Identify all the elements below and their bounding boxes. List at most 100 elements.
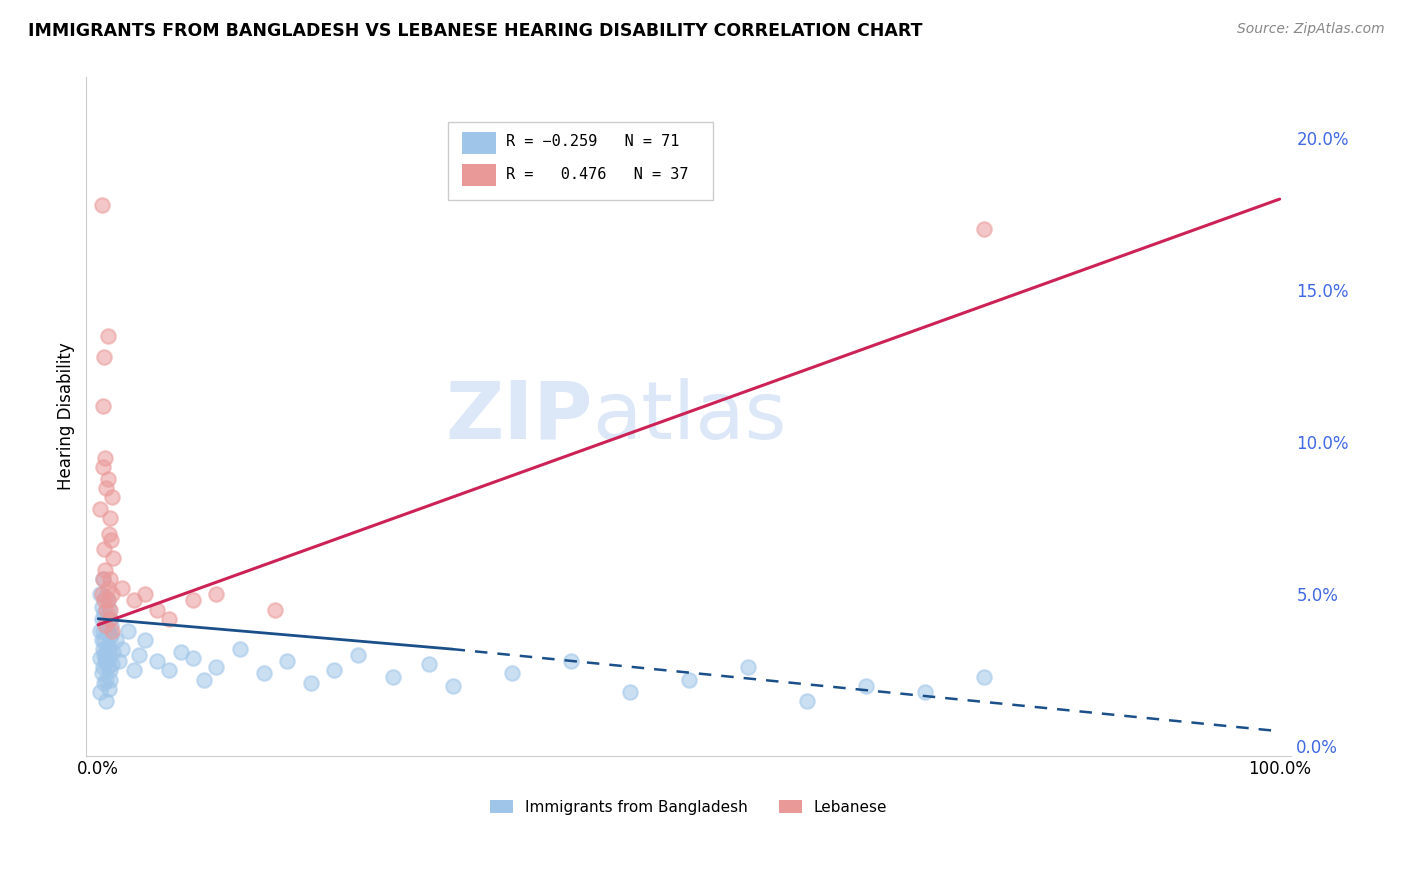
- Point: [96, 593, 118, 607]
- Point: [170, 645, 193, 659]
- Point: [94, 615, 117, 629]
- Point: [96, 654, 118, 668]
- Point: [96, 481, 118, 495]
- Point: [229, 642, 252, 657]
- Point: [94, 645, 117, 659]
- Point: [134, 587, 156, 601]
- Point: [796, 694, 818, 708]
- Point: [91, 459, 114, 474]
- Point: [90, 633, 112, 648]
- Point: [96, 621, 118, 635]
- Point: [276, 654, 298, 668]
- Point: [96, 694, 118, 708]
- Point: [103, 645, 125, 659]
- Point: [264, 602, 287, 616]
- FancyBboxPatch shape: [449, 121, 713, 200]
- Point: [678, 673, 700, 687]
- Point: [98, 612, 121, 626]
- Point: [299, 675, 322, 690]
- Point: [914, 684, 936, 698]
- Point: [108, 654, 131, 668]
- Point: [98, 612, 121, 626]
- Point: [146, 602, 169, 616]
- Text: IMMIGRANTS FROM BANGLADESH VS LEBANESE HEARING DISABILITY CORRELATION CHART: IMMIGRANTS FROM BANGLADESH VS LEBANESE H…: [28, 22, 922, 40]
- Point: [100, 627, 122, 641]
- Point: [94, 617, 117, 632]
- Text: R = −0.259   N = 71: R = −0.259 N = 71: [506, 135, 679, 149]
- Text: R =   0.476   N = 37: R = 0.476 N = 37: [506, 167, 688, 182]
- Point: [90, 198, 112, 212]
- Legend: Immigrants from Bangladesh, Lebanese: Immigrants from Bangladesh, Lebanese: [482, 792, 896, 822]
- Point: [96, 602, 118, 616]
- Point: [146, 654, 169, 668]
- Point: [93, 593, 115, 607]
- Point: [418, 657, 440, 672]
- Point: [93, 675, 115, 690]
- Point: [97, 602, 120, 616]
- Point: [737, 660, 759, 674]
- Point: [94, 563, 117, 577]
- Point: [97, 681, 120, 696]
- Point: [96, 329, 118, 343]
- Point: [101, 490, 124, 504]
- Point: [93, 633, 115, 648]
- Point: [91, 660, 114, 674]
- Point: [122, 664, 145, 678]
- Point: [382, 669, 405, 683]
- Point: [98, 572, 121, 586]
- Point: [91, 572, 114, 586]
- Point: [128, 648, 150, 663]
- Point: [501, 666, 523, 681]
- Point: [111, 642, 134, 657]
- Point: [157, 612, 180, 626]
- Point: [205, 660, 228, 674]
- Point: [97, 526, 120, 541]
- Point: [94, 654, 117, 668]
- Point: [90, 612, 112, 626]
- Point: [91, 624, 114, 638]
- Point: [96, 624, 118, 638]
- Point: [96, 582, 118, 596]
- Y-axis label: Hearing Disability: Hearing Disability: [58, 343, 75, 491]
- Point: [89, 651, 111, 665]
- Point: [101, 624, 124, 638]
- Point: [96, 593, 118, 607]
- Point: [93, 606, 115, 620]
- Point: [252, 666, 274, 681]
- Point: [98, 602, 121, 616]
- Point: [98, 630, 121, 644]
- Point: [90, 587, 112, 601]
- Point: [91, 572, 114, 586]
- Point: [347, 648, 370, 663]
- Point: [193, 673, 215, 687]
- Point: [96, 660, 118, 674]
- Point: [96, 673, 118, 687]
- Text: ZIP: ZIP: [446, 377, 592, 456]
- Point: [94, 450, 117, 465]
- Point: [98, 664, 121, 678]
- Point: [104, 633, 127, 648]
- Point: [100, 617, 122, 632]
- Point: [89, 502, 111, 516]
- Point: [441, 679, 464, 693]
- Point: [93, 648, 115, 663]
- Point: [96, 639, 118, 653]
- Point: [181, 593, 204, 607]
- Point: [181, 651, 204, 665]
- Point: [94, 591, 117, 605]
- Point: [973, 669, 995, 683]
- Point: [97, 642, 120, 657]
- Text: atlas: atlas: [592, 377, 787, 456]
- Point: [101, 657, 124, 672]
- Point: [98, 673, 121, 687]
- Point: [973, 222, 995, 236]
- Point: [90, 666, 112, 681]
- Point: [96, 472, 118, 486]
- Text: Source: ZipAtlas.com: Source: ZipAtlas.com: [1237, 22, 1385, 37]
- Point: [89, 624, 111, 638]
- Point: [117, 624, 139, 638]
- Point: [134, 633, 156, 648]
- Point: [98, 511, 121, 525]
- Point: [100, 533, 122, 547]
- Point: [560, 654, 582, 668]
